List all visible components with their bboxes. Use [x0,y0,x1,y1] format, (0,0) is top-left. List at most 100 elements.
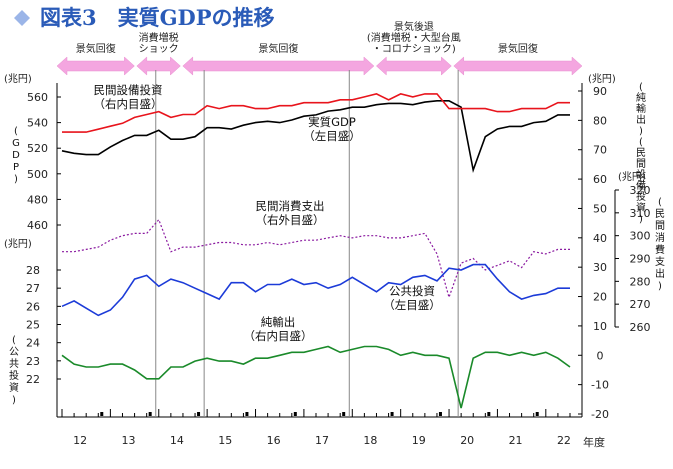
fiscal-year-label: 13 [122,434,136,447]
right-tick-label: -10 [591,379,609,392]
public-tick-label: 23 [26,355,40,368]
fiscal-year-label: 16 [267,434,281,447]
series-line-民間設備投資 [62,93,570,133]
period-label: 景気後退 [394,20,434,33]
consumption-axis-vertical-label: 支 [655,256,665,268]
quarter-marker [245,412,249,416]
period-arrow [453,56,583,76]
right-axis-vertical-label: 資 [636,202,646,214]
public-tick-label: 25 [26,319,40,332]
period-label: ・コロナショック) [372,43,456,55]
period-label: (消費増税・大型台風 [367,31,461,44]
series-label: 民間消費支出（右外目盛） [256,199,325,227]
consumption-tick-label: 270 [630,298,651,311]
gdp-axis-vertical-label: ( [14,126,18,137]
right-axis-vertical-label: 輸 [636,102,646,115]
consumption-axis-vertical-label: ( [658,197,662,208]
public-axis-vertical-label: 資 [9,382,19,394]
fiscal-year-label: 12 [73,434,87,447]
right-tick-label: 90 [593,85,607,98]
chart-title: 図表3 実質GDPの推移 [40,5,275,30]
right-tick-label: 80 [593,114,607,127]
series-label-line: （左目盛） [303,129,361,143]
tick-labels: 460 480 500 520 540 560 22 23 24 25 26 27 28 -20 -10 0 1… [26,85,651,421]
gdp-axis-vertical-label: D [12,150,20,161]
public-axis-vertical-label: 公 [9,347,19,358]
quarter-marker [535,412,539,416]
left-unit-mid: (兆円) [4,238,32,250]
consumption-axis-vertical-label: 民 [655,208,665,220]
left-unit-top: (兆円) [4,73,32,85]
right-axis-vertical-label: 純 [636,91,646,104]
right-tick-label: 20 [593,291,607,304]
quarter-marker [342,412,346,416]
right-tick-label: 50 [593,202,607,215]
consumption-axis-vertical-label: 費 [655,243,665,256]
public-axis-vertical-label: ) [12,395,16,406]
right-axis-vertical-label: 民 [636,147,646,159]
series-label-line: 実質GDP [308,115,356,129]
consumption-axis-vertical-label: ) [658,281,662,292]
period-label: ショック [139,43,179,55]
series-label-line: 純輸出 [261,315,296,329]
gdp-tick-label: 560 [27,91,48,104]
right-tick-label: 70 [593,144,607,157]
quarter-marker [100,412,104,416]
gdp-tick-label: 540 [27,117,48,130]
public-tick-label: 28 [26,264,40,277]
fiscal-year-label: 20 [460,434,474,447]
gdp-axis-vertical-label: P [13,162,19,173]
series-labels: 実質GDP （左目盛）民間設備投資（右内目盛）民間消費支出（右外目盛）公共投資（左… [94,83,441,343]
series-line-民間消費支出 [62,218,570,300]
public-axis-vertical-label: ( [12,335,16,346]
right-tick-label: -20 [591,408,609,421]
series-label: 実質GDP （左目盛） [303,115,361,143]
right-axis-vertical-label: 間 [636,158,646,170]
period-arrow [182,56,375,76]
right-axis-vertical-label: 出 [636,113,646,126]
series-label-line: （右内目盛） [94,97,163,111]
consumption-tick-label: 290 [630,253,651,266]
series-label-line: 民間設備投資 [94,83,163,97]
consumption-axis-vertical-label: 消 [655,231,665,244]
consumption-tick-label: 280 [630,275,651,288]
right-tick-label: 10 [593,320,607,333]
series-label: 公共投資（左目盛） [383,284,441,312]
public-tick-label: 26 [26,300,40,313]
fiscal-year-label: 19 [412,434,426,447]
series-label-line: （左目盛） [383,298,441,312]
series-line-実質GDP [61,100,570,173]
consumption-tick-label: 260 [630,321,651,334]
gdp-tick-label: 460 [27,219,48,232]
quarter-marker [197,412,201,416]
fiscal-year-label: 17 [315,434,329,447]
right-axis-vertical-label: ( [639,137,643,148]
series-line-純輸出 [61,345,571,409]
title-area: 図表3 実質GDPの推移 [14,5,275,30]
period-arrow [56,56,135,76]
event-lines [155,70,459,417]
series-line-公共投資 [61,263,570,317]
fiscal-year-label: 22 [557,434,571,447]
consumption-axis-vertical-label: 出 [655,267,665,280]
vertical-axis-labels: (GDP)(公共投資)(純輸出)(民間設備投資)(民間消費支出) [9,82,665,406]
gdp-tick-label: 500 [27,168,48,181]
quarter-marker [438,412,442,416]
right-tick-label: 40 [593,232,607,245]
consumption-tick-label: 300 [630,230,651,243]
gdp-tick-label: 480 [27,193,48,206]
right-tick-label: 30 [593,261,607,274]
consumption-tick-label: 320 [630,184,651,197]
right-unit-mid: (兆円) [618,171,646,183]
series-label-line: （右外目盛） [256,213,325,227]
right-axis-vertical-label: 投 [636,190,646,203]
gdp-tick-label: 520 [27,142,48,155]
right-axis-vertical-label: ) [639,214,643,225]
series-label-line: （右内目盛） [244,329,313,343]
period-label: 景気回復 [498,42,538,55]
right-tick-label: 0 [597,349,604,362]
consumption-tick-label: 310 [630,207,651,220]
period-label: 景気回復 [76,42,116,55]
